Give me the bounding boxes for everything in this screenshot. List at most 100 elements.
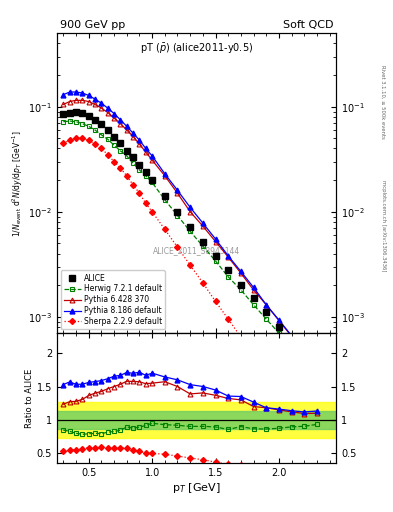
Sherpa 2.2.9 default [61, 140, 66, 146]
Sherpa 2.2.9 default [150, 209, 154, 215]
Sherpa 2.2.9 default [289, 403, 294, 410]
ALICE [264, 309, 268, 315]
Pythia 8.186 default [67, 89, 72, 95]
Pythia 8.186 default [112, 111, 116, 117]
ALICE [251, 295, 256, 302]
ALICE [162, 194, 167, 200]
Sherpa 2.2.9 default [226, 316, 231, 322]
Pythia 6.428 370 [175, 190, 180, 196]
Pythia 6.428 370 [251, 287, 256, 293]
Herwig 7.2.1 default [150, 179, 154, 185]
ALICE [239, 282, 243, 288]
Pythia 6.428 370 [213, 239, 218, 245]
Text: ALICE_2011_S8945144: ALICE_2011_S8945144 [153, 246, 240, 255]
ALICE [112, 134, 116, 140]
ALICE [175, 209, 180, 215]
Sherpa 2.2.9 default [315, 438, 320, 444]
Pythia 8.186 default [251, 284, 256, 290]
Pythia 6.428 370 [162, 173, 167, 179]
ALICE [73, 109, 78, 115]
Sherpa 2.2.9 default [118, 165, 123, 171]
X-axis label: p$_T$ [GeV]: p$_T$ [GeV] [172, 481, 221, 495]
Sherpa 2.2.9 default [264, 370, 268, 376]
Pythia 8.186 default [137, 137, 142, 143]
Sherpa 2.2.9 default [143, 200, 148, 206]
Herwig 7.2.1 default [105, 136, 110, 142]
Pythia 6.428 370 [264, 302, 268, 308]
Herwig 7.2.1 default [99, 132, 104, 138]
Sherpa 2.2.9 default [80, 135, 85, 141]
Pythia 6.428 370 [67, 98, 72, 104]
Y-axis label: $1/N_{\rm event}\ {\rm d}^2N/{\rm d}y/{\rm d}p_T\ [{\rm GeV}^{-1}]$: $1/N_{\rm event}\ {\rm d}^2N/{\rm d}y/{\… [11, 130, 26, 237]
Sherpa 2.2.9 default [99, 145, 104, 152]
Herwig 7.2.1 default [315, 372, 320, 378]
Pythia 6.428 370 [131, 134, 136, 140]
Herwig 7.2.1 default [93, 127, 97, 133]
Pythia 8.186 default [73, 89, 78, 95]
Pythia 6.428 370 [118, 120, 123, 126]
Pythia 8.186 default [118, 117, 123, 123]
ALICE [131, 154, 136, 160]
ALICE [277, 324, 281, 330]
Line: Pythia 6.428 370: Pythia 6.428 370 [61, 98, 320, 370]
Text: 900 GeV pp: 900 GeV pp [60, 20, 125, 30]
Herwig 7.2.1 default [188, 228, 193, 234]
ALICE [124, 148, 129, 154]
Herwig 7.2.1 default [239, 287, 243, 293]
Pythia 8.186 default [150, 153, 154, 159]
ALICE [200, 239, 205, 245]
Pythia 8.186 default [99, 100, 104, 106]
Pythia 6.428 370 [93, 101, 97, 108]
Sherpa 2.2.9 default [175, 244, 180, 250]
Herwig 7.2.1 default [289, 344, 294, 350]
Pythia 8.186 default [86, 92, 91, 98]
Pythia 6.428 370 [315, 364, 320, 370]
Sherpa 2.2.9 default [277, 387, 281, 393]
Pythia 6.428 370 [188, 209, 193, 215]
Herwig 7.2.1 default [143, 173, 148, 179]
ALICE [315, 369, 320, 375]
ALICE [188, 224, 193, 230]
Bar [57, 402, 336, 438]
Pythia 8.186 default [302, 348, 307, 354]
ALICE [99, 121, 104, 127]
Pythia 8.186 default [239, 268, 243, 274]
Sherpa 2.2.9 default [213, 298, 218, 305]
Pythia 6.428 370 [289, 333, 294, 339]
Sherpa 2.2.9 default [86, 137, 91, 143]
Pythia 6.428 370 [61, 101, 66, 108]
Text: pT ($\bar{p}$) (alice2011-y0.5): pT ($\bar{p}$) (alice2011-y0.5) [140, 42, 253, 56]
Pythia 6.428 370 [124, 127, 129, 133]
Legend: ALICE, Herwig 7.2.1 default, Pythia 6.428 370, Pythia 8.186 default, Sherpa 2.2.: ALICE, Herwig 7.2.1 default, Pythia 6.42… [61, 270, 165, 329]
Pythia 6.428 370 [99, 105, 104, 111]
ALICE [93, 117, 97, 123]
Herwig 7.2.1 default [118, 148, 123, 154]
Herwig 7.2.1 default [251, 302, 256, 308]
Herwig 7.2.1 default [80, 120, 85, 126]
Pythia 6.428 370 [277, 317, 281, 324]
Sherpa 2.2.9 default [124, 173, 129, 179]
Herwig 7.2.1 default [162, 197, 167, 203]
Pythia 8.186 default [143, 145, 148, 152]
Sherpa 2.2.9 default [93, 141, 97, 147]
Pythia 8.186 default [131, 130, 136, 136]
ALICE [80, 110, 85, 116]
Herwig 7.2.1 default [73, 119, 78, 125]
Pythia 8.186 default [315, 363, 320, 369]
Sherpa 2.2.9 default [239, 334, 243, 340]
Pythia 6.428 370 [239, 270, 243, 276]
Pythia 8.186 default [124, 123, 129, 130]
Sherpa 2.2.9 default [200, 280, 205, 286]
Sherpa 2.2.9 default [105, 152, 110, 158]
Pythia 8.186 default [200, 220, 205, 226]
Bar [57, 411, 336, 429]
Sherpa 2.2.9 default [302, 421, 307, 427]
Pythia 8.186 default [175, 187, 180, 194]
Sherpa 2.2.9 default [73, 135, 78, 141]
Herwig 7.2.1 default [200, 243, 205, 249]
Pythia 6.428 370 [73, 97, 78, 103]
ALICE [143, 169, 148, 175]
Sherpa 2.2.9 default [162, 226, 167, 232]
ALICE [213, 253, 218, 259]
Sherpa 2.2.9 default [188, 262, 193, 268]
